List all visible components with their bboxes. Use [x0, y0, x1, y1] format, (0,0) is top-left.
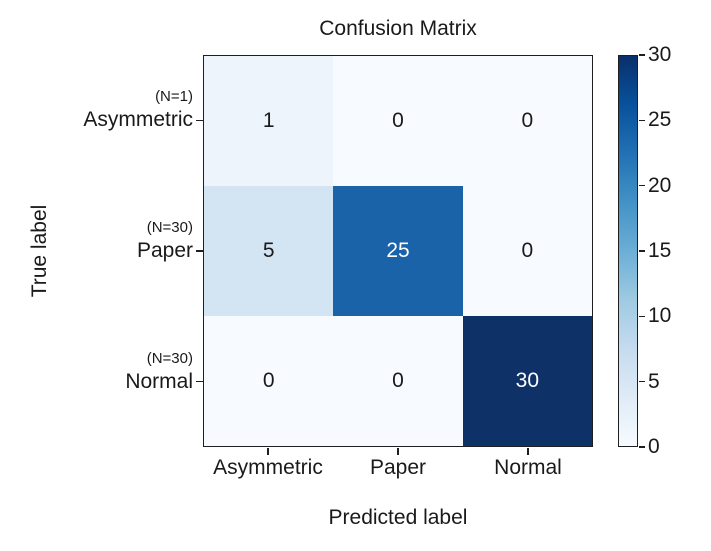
- matrix-cell: 0: [462, 56, 592, 186]
- colorbar-tick-label: 30: [648, 43, 672, 66]
- x-axis-label: Predicted label: [328, 506, 468, 529]
- matrix-cell: 25: [333, 186, 463, 316]
- row-sublabel-n-count: (N=1): [155, 88, 193, 106]
- column-label: Normal: [494, 456, 562, 479]
- x-axis-tick: [527, 448, 529, 455]
- colorbar-tick: [639, 119, 645, 122]
- colorbar-tick-label: 25: [648, 108, 672, 132]
- colorbar-tick: [639, 315, 645, 318]
- matrix-cell: 0: [333, 316, 463, 446]
- matrix-cell: 30: [462, 316, 592, 446]
- matrix-cell: 0: [204, 316, 334, 446]
- colorbar-tick-label: 15: [648, 239, 672, 262]
- row-label: (N=30) Paper: [137, 218, 193, 264]
- column-label: Paper: [369, 456, 427, 479]
- row-sublabel-n-count: (N=30): [146, 219, 193, 236]
- colorbar-tick: [639, 250, 645, 252]
- row-sublabel-n-count: (N=30): [146, 349, 193, 367]
- matrix-cell: 1: [204, 56, 334, 186]
- colorbar-tick-label: 0: [648, 435, 660, 458]
- matrix-cell: 5: [204, 186, 334, 316]
- colorbar-tick: [639, 446, 645, 448]
- x-axis-tick: [267, 448, 269, 455]
- matrix-grid: 1 0 0 5 25 0 0 0 30: [203, 55, 593, 447]
- colorbar-tick-label: 5: [648, 369, 660, 393]
- y-axis-tick: [196, 250, 203, 252]
- matrix-cell: 0: [333, 56, 463, 186]
- colorbar-tick: [639, 184, 645, 187]
- chart-title: Confusion Matrix: [319, 17, 477, 40]
- row-label-text: Asymmetric: [83, 108, 193, 132]
- row-label: (N=1) Asymmetric: [83, 87, 193, 133]
- colorbar-tick-label: 20: [648, 173, 672, 197]
- x-axis-tick: [397, 448, 399, 455]
- y-axis-tick: [196, 380, 203, 383]
- colorbar: [618, 55, 638, 447]
- row-label-text: Paper: [136, 239, 193, 262]
- colorbar-tick-label: 10: [648, 304, 672, 328]
- y-axis-label: True label: [28, 204, 51, 298]
- column-label: Asymmetric: [213, 456, 323, 479]
- row-label: (N=30) Normal: [125, 349, 193, 395]
- row-label-text: Normal: [125, 369, 193, 393]
- colorbar-tick: [639, 380, 645, 383]
- colorbar-tick: [639, 54, 645, 56]
- y-axis-tick: [196, 119, 203, 122]
- matrix-cell: 0: [462, 186, 592, 316]
